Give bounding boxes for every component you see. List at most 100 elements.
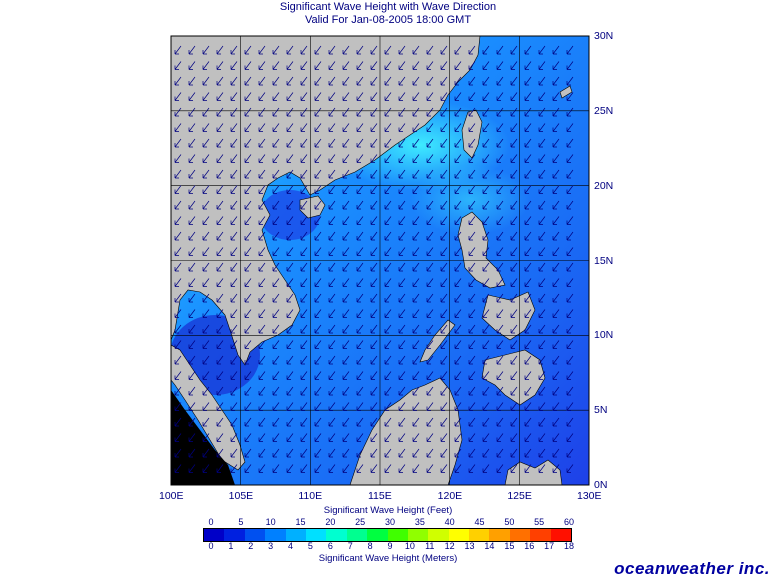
wave-arrow [328, 433, 336, 442]
wave-arrow [272, 278, 280, 287]
wave-arrow [356, 185, 364, 194]
wave-arrow [468, 355, 476, 365]
wave-arrow [468, 247, 476, 256]
wave-arrow [384, 309, 392, 318]
wave-arrow [356, 417, 364, 427]
wave-arrow [384, 464, 392, 473]
wave-arrow [538, 355, 546, 365]
wave-arrow [258, 61, 266, 70]
wave-arrow [370, 386, 378, 396]
wave-arrow [342, 92, 350, 101]
wave-arrow [566, 154, 574, 163]
wave-arrow [496, 433, 504, 442]
meter-tick-label: 3 [268, 541, 274, 551]
wave-arrow [174, 231, 182, 241]
wave-arrow [524, 61, 532, 70]
wave-arrow [496, 200, 504, 210]
wave-arrow [566, 433, 574, 442]
wave-arrow [440, 247, 448, 256]
wave-arrow [482, 231, 490, 241]
wave-arrow [454, 247, 462, 256]
color-scale-swatch [346, 529, 368, 541]
wave-arrow [482, 76, 490, 86]
wave-arrow [412, 107, 420, 117]
wave-arrow [566, 278, 574, 287]
wave-arrow [328, 185, 336, 194]
wave-arrow [440, 293, 448, 303]
wave-arrow [188, 386, 196, 396]
wave-arrow [272, 45, 280, 55]
wave-arrow [188, 355, 196, 365]
wave-arrow [566, 402, 574, 411]
longitude-label: 100E [159, 490, 184, 502]
wave-arrow [258, 262, 266, 272]
wave-arrow [566, 355, 574, 365]
wave-arrow [566, 231, 574, 241]
wave-arrow [482, 340, 490, 349]
wave-arrow [202, 309, 210, 318]
wave-arrow [468, 386, 476, 396]
wave-arrow [328, 355, 336, 365]
wave-arrow [384, 433, 392, 442]
wave-arrow [244, 464, 252, 473]
wave-arrow [356, 278, 364, 287]
wave-arrow [356, 293, 364, 303]
wave-arrow [342, 448, 350, 458]
wave-arrow [328, 231, 336, 241]
wave-arrow [174, 340, 182, 349]
wave-arrow [552, 262, 560, 272]
wave-arrow [468, 154, 476, 163]
wave-arrow [272, 417, 280, 427]
wave-arrow [398, 340, 406, 349]
wave-arrow [496, 138, 504, 148]
wave-arrow [314, 45, 322, 55]
meter-tick-label: 17 [544, 541, 555, 551]
wave-arrow [328, 45, 336, 55]
wave-arrow [258, 324, 266, 334]
wave-arrow [244, 448, 252, 458]
wave-arrow [496, 123, 504, 132]
wave-arrow [300, 92, 308, 101]
wave-arrow [202, 123, 210, 132]
wave-arrow [412, 448, 420, 458]
wave-arrow [174, 371, 182, 380]
wave-arrow [552, 169, 560, 179]
wave-arrow [300, 278, 308, 287]
wave-arrow [454, 123, 462, 132]
wave-arrow [468, 45, 476, 55]
wave-arrow [244, 154, 252, 163]
wave-arrow [496, 154, 504, 163]
wave-arrow [174, 154, 182, 163]
wave-arrow [300, 231, 308, 241]
wave-arrow [510, 200, 518, 210]
wave-arrow [300, 355, 308, 365]
wave-arrow [356, 231, 364, 241]
wave-arrow [314, 185, 322, 194]
wave-arrow [454, 293, 462, 303]
wave-arrow [398, 216, 406, 225]
wave-arrow [286, 371, 294, 380]
meter-tick-label: 15 [504, 541, 515, 551]
brand-logo: oceanweather inc. [614, 559, 770, 578]
wave-arrow [342, 386, 350, 396]
wave-arrow [552, 433, 560, 442]
wave-arrow [188, 417, 196, 427]
wave-arrow [524, 371, 532, 380]
wave-arrow [566, 417, 574, 427]
wave-arrow [188, 61, 196, 70]
wave-arrow [356, 262, 364, 272]
wave-arrow [468, 123, 476, 132]
wave-arrow [230, 138, 238, 148]
wave-arrow [202, 76, 210, 86]
wave-arrow [440, 433, 448, 442]
wave-arrow [552, 417, 560, 427]
wave-arrow [384, 185, 392, 194]
wave-arrow [300, 386, 308, 396]
wave-arrow [258, 231, 266, 241]
wave-arrow [370, 200, 378, 210]
wave-arrow [454, 138, 462, 148]
wave-arrow [510, 92, 518, 101]
malay-peninsula [171, 344, 246, 471]
wave-arrow [202, 464, 210, 473]
wave-arrow [566, 262, 574, 272]
